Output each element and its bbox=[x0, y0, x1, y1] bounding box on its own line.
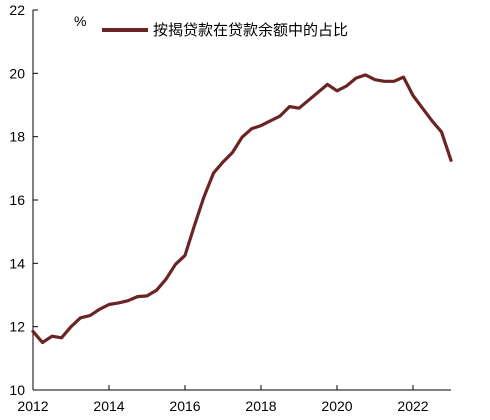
y-tick-label: 12 bbox=[9, 319, 25, 335]
x-axis-ticks: 2012 2014 2016 2018 2020 2022 bbox=[17, 385, 429, 414]
x-tick-label: 2020 bbox=[321, 398, 352, 414]
y-tick-label: 16 bbox=[9, 192, 25, 208]
x-tick-label: 2018 bbox=[245, 398, 276, 414]
legend: 按揭贷款在贷款余额中的占比 bbox=[102, 21, 348, 39]
series-layer bbox=[31, 73, 453, 345]
x-tick-label: 2012 bbox=[17, 398, 48, 414]
y-tick-label: 14 bbox=[9, 255, 25, 271]
x-tick-label: 2016 bbox=[169, 398, 200, 414]
y-tick-label: 18 bbox=[9, 129, 25, 145]
series-line bbox=[31, 73, 453, 345]
y-tick-label: 20 bbox=[9, 65, 25, 81]
x-tick-label: 2014 bbox=[93, 398, 124, 414]
y-axis-ticks: 10 12 14 16 18 20 22 bbox=[9, 2, 38, 398]
unit-label: % bbox=[74, 13, 86, 29]
y-tick-label: 22 bbox=[9, 2, 25, 18]
x-tick-label: 2022 bbox=[397, 398, 428, 414]
legend-label: 按揭贷款在贷款余额中的占比 bbox=[153, 21, 348, 39]
y-tick-label: 10 bbox=[9, 382, 25, 398]
